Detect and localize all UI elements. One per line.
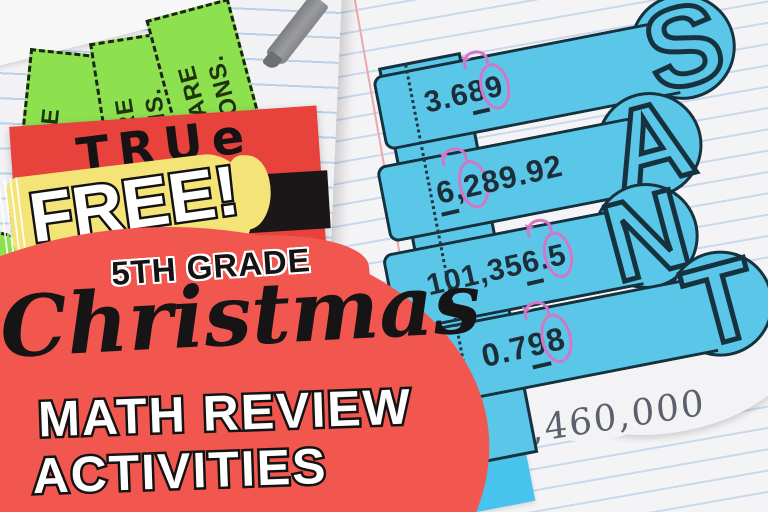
flap-number: 6,2 89.92 <box>432 144 568 217</box>
flap-number: 0.798 <box>478 298 570 380</box>
flap-number: 3.689 <box>421 47 508 125</box>
title-christmas: Christmas <box>0 252 484 377</box>
